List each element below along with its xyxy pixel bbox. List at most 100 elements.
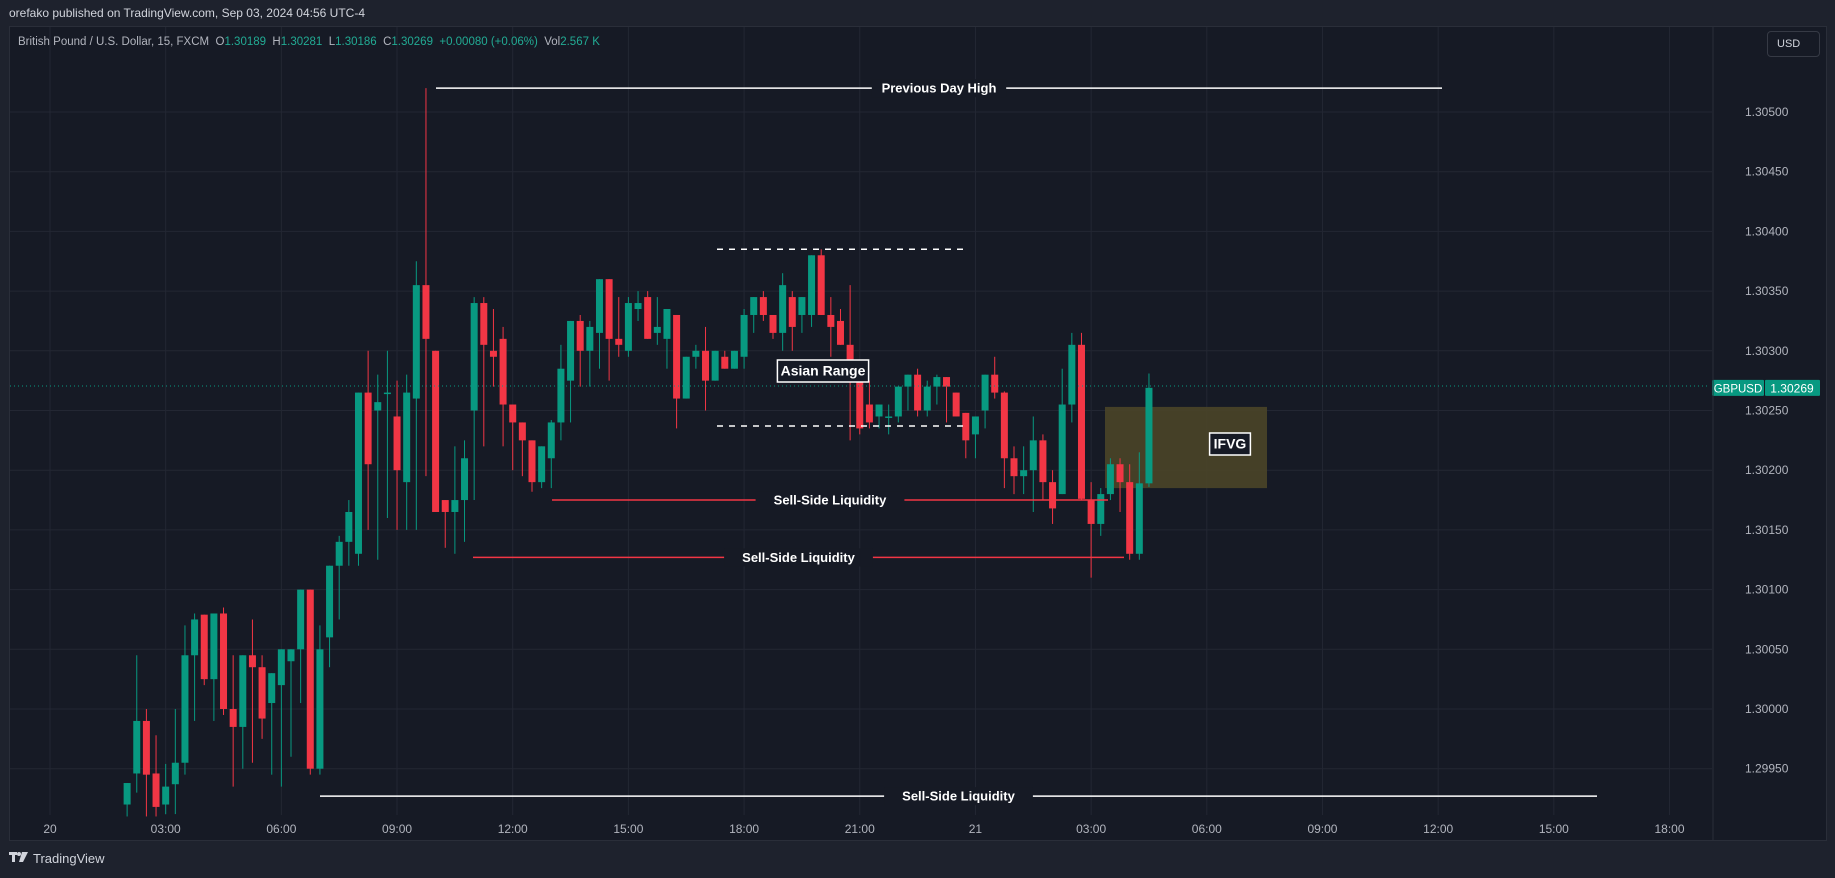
candle — [1000, 391, 1008, 489]
candle-body — [653, 326, 661, 333]
candle — [210, 613, 218, 721]
candle-body — [335, 541, 343, 566]
level-label-bg — [724, 548, 873, 567]
candle-body — [586, 326, 594, 351]
candle — [422, 88, 430, 477]
time-tick: 12:00 — [1423, 822, 1453, 836]
candle-body — [711, 350, 719, 381]
price-tick: 1.30450 — [1745, 165, 1789, 179]
price-tick: 1.29950 — [1745, 762, 1789, 776]
candle-body — [451, 500, 459, 512]
candle-body — [1126, 482, 1134, 554]
time-axis[interactable]: 20 03:00 06:00 09:00 12:00 15:00 18:00 21:00 21 0… — [43, 822, 1685, 836]
candle — [171, 709, 179, 815]
candle-body — [422, 285, 430, 339]
time-tick: 21 — [969, 822, 983, 836]
candle-body — [634, 303, 642, 310]
candle — [133, 655, 141, 793]
time-tick: 06:00 — [266, 822, 296, 836]
candle — [268, 673, 276, 775]
candle-body — [624, 303, 632, 351]
price-tick: 1.30250 — [1745, 404, 1789, 418]
candle-body — [885, 416, 893, 418]
candle — [316, 625, 324, 775]
candle — [547, 420, 555, 489]
candle-body — [595, 279, 603, 333]
time-tick: 18:00 — [1655, 822, 1685, 836]
candle — [1058, 368, 1066, 495]
candle — [769, 314, 777, 339]
candle-body — [538, 446, 546, 483]
candle — [682, 356, 690, 399]
candle-body — [518, 422, 526, 441]
candle-body — [692, 350, 700, 357]
candle-body — [788, 297, 796, 327]
candle — [374, 374, 382, 560]
candle — [229, 655, 237, 787]
candle-body — [171, 762, 179, 785]
ifvg-label: IFVG — [1214, 436, 1247, 452]
candle-body — [808, 255, 816, 315]
candle-body — [846, 344, 854, 369]
candle — [538, 446, 546, 489]
candles — [123, 88, 1153, 817]
candle-body — [1077, 344, 1085, 499]
candle-body — [1049, 482, 1057, 509]
candle-body — [374, 402, 382, 411]
candle — [673, 314, 681, 429]
candle — [287, 649, 295, 757]
candle — [875, 404, 883, 429]
candle-body — [1068, 344, 1076, 405]
candle-body — [326, 565, 334, 638]
candle — [962, 412, 970, 459]
candle — [827, 297, 835, 357]
price-axis[interactable]: 1.30500 1.30450 1.30400 1.30350 1.30300 1.302… — [1712, 105, 1820, 776]
candle-body — [1087, 500, 1095, 524]
candle — [692, 344, 700, 369]
candle-body — [229, 709, 237, 727]
candle-body — [557, 368, 565, 423]
candle-body — [663, 309, 671, 339]
candle-body — [1010, 458, 1018, 477]
candle — [152, 735, 160, 817]
candle — [441, 500, 449, 548]
price-tick: 1.30200 — [1745, 463, 1789, 477]
footer: TradingView — [9, 851, 105, 866]
candle — [750, 297, 758, 333]
price-tick: 1.30150 — [1745, 523, 1789, 537]
candle-body — [268, 673, 276, 704]
candle — [432, 350, 440, 512]
candle-body — [836, 320, 844, 345]
candle — [480, 297, 488, 447]
price-tag-symbol-bg — [1712, 379, 1764, 396]
publish-info-bar: orefako published on TradingView.com, Se… — [0, 0, 1835, 26]
candle-body — [702, 350, 710, 381]
tradingview-brand[interactable]: TradingView — [33, 851, 105, 866]
candle-body — [364, 392, 372, 465]
candle-body — [1058, 404, 1066, 495]
candle-body — [210, 613, 218, 680]
annotations: Previous Day High Asian Range Sell-Side Li… — [320, 79, 1597, 806]
candle-body — [191, 619, 199, 656]
candle-body — [123, 783, 131, 805]
candle — [788, 291, 796, 351]
candle-body — [489, 350, 497, 357]
time-tick: 03:00 — [151, 822, 181, 836]
candle — [1077, 332, 1085, 501]
candle — [354, 392, 362, 566]
candle-body — [152, 773, 160, 807]
candle — [181, 625, 189, 775]
candle-body — [827, 314, 835, 327]
candle-body — [354, 392, 362, 554]
symbol-name[interactable]: British Pound / U.S. Dollar, 15, FXCM — [18, 36, 210, 48]
currency-button[interactable]: USD — [1767, 31, 1820, 57]
candle — [923, 380, 931, 417]
symbol-legend: British Pound / U.S. Dollar, 15, FXCM O1… — [18, 36, 600, 48]
level-label: Sell-Side Liquidity — [742, 550, 855, 565]
candle — [499, 326, 507, 447]
candle-body — [856, 368, 864, 429]
candle — [326, 565, 334, 668]
candle — [644, 291, 652, 339]
candle-body — [393, 416, 401, 471]
